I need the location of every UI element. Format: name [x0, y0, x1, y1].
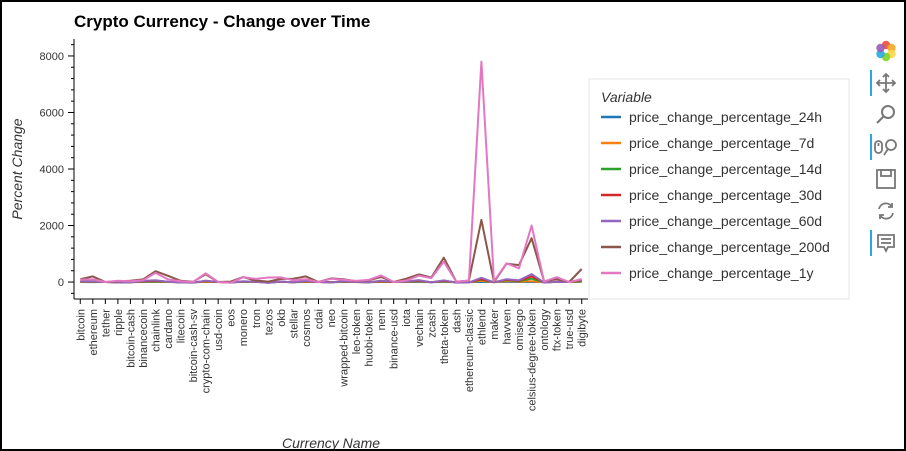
y-tick-label: 6000	[40, 107, 64, 119]
bokeh-logo-icon[interactable]	[868, 36, 904, 66]
x-tick-label: ethlend	[476, 309, 488, 345]
x-tick-label: eos	[226, 309, 238, 327]
x-tick-label: monero	[238, 309, 250, 346]
series-line	[80, 60, 582, 284]
x-tick-label: cardano	[163, 309, 175, 349]
x-tick-label: binance-usd	[389, 309, 401, 369]
x-tick-label: havven	[502, 309, 514, 344]
legend-title: Variable	[601, 89, 652, 105]
x-tick-label: tether	[100, 309, 112, 337]
chart-title: Crypto Currency - Change over Time	[74, 12, 371, 31]
x-tick-label: iota	[401, 308, 413, 327]
x-tick-label: tron	[251, 309, 263, 328]
x-tick-label: true-usd	[564, 309, 576, 349]
x-tick-label: ethereum-classic	[464, 309, 476, 393]
x-tick-label: tezos	[263, 309, 275, 336]
x-tick-label: bitcoin-cash-sv	[188, 309, 200, 383]
x-tick-label: binancecoin	[138, 309, 150, 368]
y-tick-label: 4000	[40, 164, 64, 176]
wheel-zoom-icon[interactable]	[868, 132, 904, 162]
x-tick-label: ftx-token	[552, 309, 564, 351]
x-tick-label: zcash	[426, 309, 438, 338]
y-axis-label: Percent Change	[9, 118, 25, 219]
x-tick-label: neo	[326, 309, 338, 327]
y-axis: 0 2000 4000 6000 8000	[40, 39, 75, 299]
y-tick-label: 0	[58, 277, 64, 289]
x-tick-label: ontology	[539, 309, 551, 351]
x-tick-label: ethereum	[88, 309, 100, 355]
x-tick-label: theta-token	[439, 309, 451, 364]
legend-label: price_change_percentage_14d	[629, 161, 822, 177]
x-axis: bitcoin ethereum tether ripple bitcoin-cash b…	[74, 298, 589, 411]
box-zoom-icon[interactable]	[868, 100, 904, 130]
series-layer	[80, 60, 583, 284]
x-tick-label: chainlink	[150, 309, 162, 352]
legend-label: price_change_percentage_200d	[629, 239, 830, 255]
x-tick-label: ripple	[113, 309, 125, 336]
x-tick-label: okb	[276, 309, 288, 327]
hover-icon[interactable]	[868, 228, 904, 258]
legend-box	[588, 78, 850, 300]
x-tick-label: celsius-degree-token	[527, 309, 539, 411]
legend-label: price_change_percentage_7d	[629, 135, 814, 151]
legend-label: price_change_percentage_24h	[629, 109, 822, 125]
x-tick-label: leo-token	[351, 309, 363, 354]
legend-label: price_change_percentage_30d	[629, 187, 822, 203]
x-tick-label: litecoin	[176, 309, 188, 343]
x-tick-label: crypto-com-chain	[201, 309, 213, 393]
x-tick-label: wrapped-bitcoin	[339, 309, 351, 388]
series-line	[80, 273, 582, 284]
x-tick-label: cosmos	[301, 309, 313, 347]
legend: Variable price_change_percentage_24hpric…	[588, 78, 850, 300]
x-tick-label: digibyte	[577, 309, 589, 347]
pan-tool-icon[interactable]	[868, 68, 904, 98]
legend-label: price_change_percentage_60d	[629, 213, 822, 229]
x-tick-label: stellar	[288, 309, 300, 339]
legend-label: price_change_percentage_1y	[629, 265, 813, 281]
x-tick-label: usd-coin	[213, 309, 225, 351]
x-tick-label: dash	[451, 309, 463, 333]
x-axis-label: Currency Name	[282, 435, 380, 449]
x-tick-label: nem	[376, 309, 388, 330]
x-tick-label: huobi-token	[364, 309, 376, 367]
x-tick-label: bitcoin-cash	[125, 309, 137, 368]
y-tick-label: 8000	[40, 51, 64, 63]
x-tick-label: vechain	[414, 309, 426, 347]
x-tick-label: cdai	[313, 309, 325, 329]
x-tick-label: maker	[489, 309, 501, 340]
reset-icon[interactable]	[868, 196, 904, 226]
x-tick-label: omisego	[514, 309, 526, 351]
save-icon[interactable]	[868, 164, 904, 194]
y-tick-label: 2000	[40, 221, 64, 233]
x-tick-label: bitcoin	[75, 309, 87, 341]
